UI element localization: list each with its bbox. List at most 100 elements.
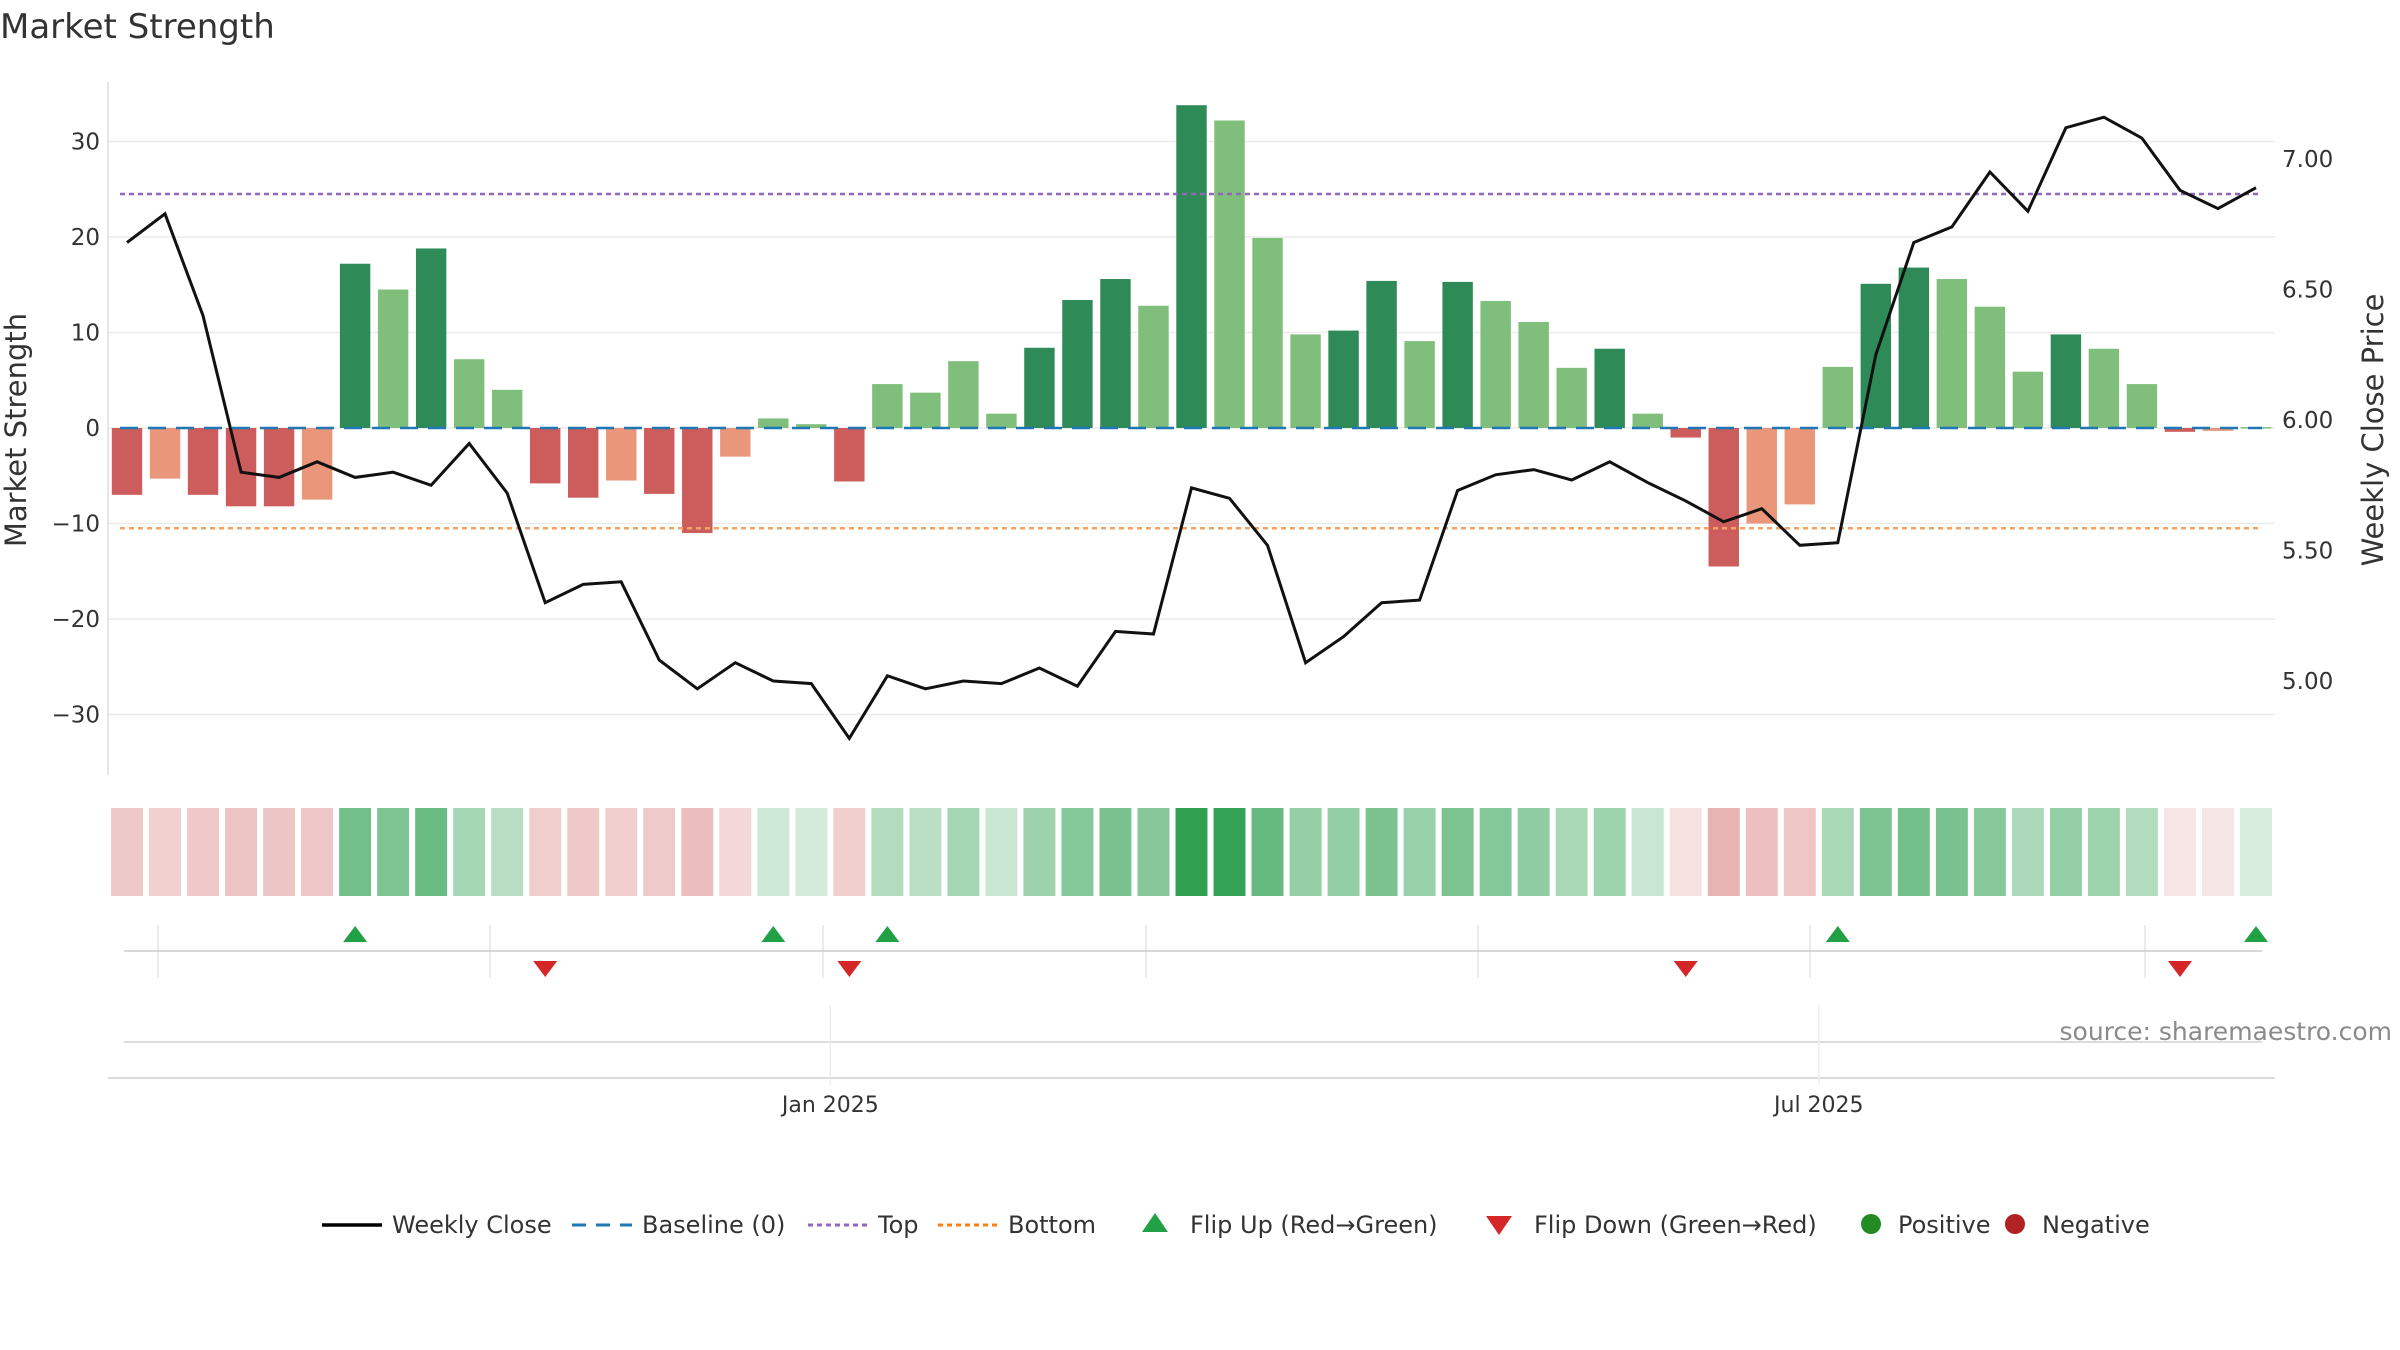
strength-bar [111, 428, 143, 495]
strength-bar [1252, 237, 1283, 428]
date-tick-label: Jan 2025 [780, 1093, 879, 1118]
legend-label: Negative [2042, 1211, 2150, 1239]
weekly-close-line [126, 115, 2257, 742]
flip-up-marker [1825, 926, 1850, 942]
flip-down-marker [2167, 961, 2192, 977]
heat-cell [1403, 808, 1436, 896]
heat-cell [567, 808, 600, 896]
heat-cell [453, 808, 486, 896]
strength-bar [2088, 348, 2120, 428]
strength-bars [111, 105, 2272, 567]
heat-cell [1707, 808, 1740, 896]
legend-swatch [1861, 1214, 1881, 1234]
strength-bar [1974, 306, 2006, 428]
strength-bar [263, 428, 295, 507]
heat-cell [339, 808, 372, 896]
heat-cell [2125, 808, 2158, 896]
heat-cell [377, 808, 410, 896]
strength-bar [2050, 334, 2082, 428]
heat-cell [1061, 808, 1094, 896]
y2-tick-label: 6.50 [2282, 278, 2333, 304]
strength-bar [415, 248, 447, 428]
legend-label: Flip Down (Green→Red) [1534, 1211, 1817, 1239]
strength-bar [1404, 341, 1435, 428]
heat-cell [2011, 808, 2044, 896]
heat-cell [529, 808, 562, 896]
strength-bar [758, 418, 789, 428]
date-tick-label: Jul 2025 [1772, 1093, 1864, 1118]
flip-down-marker [1673, 961, 1698, 977]
heat-cell [149, 808, 181, 896]
y-tick-label: −30 [51, 703, 100, 729]
left-axis-ticks: 30 20 10 0 −10 −20 −30 [51, 130, 100, 729]
strength-bar [568, 428, 599, 498]
strength-bar [910, 392, 941, 428]
strength-bar [606, 428, 637, 481]
y-tick-label: 0 [85, 416, 100, 442]
heat-cell [1517, 808, 1550, 896]
y2-tick-label: 7.00 [2282, 147, 2333, 173]
strength-bar [834, 428, 865, 482]
source-note: source: sharemaestro.com [2060, 1017, 2393, 1046]
heat-cell [2087, 808, 2120, 896]
flip-up-marker [2243, 926, 2268, 942]
heat-cell [871, 808, 904, 896]
heat-cell [1631, 808, 1664, 896]
heat-cell [681, 808, 714, 896]
heat-cell [2163, 808, 2196, 896]
heat-cell [1859, 808, 1892, 896]
heat-cell [719, 808, 752, 896]
date-axis: Jan 2025 Jul 2025 [108, 1005, 2275, 1118]
strength-bar [1594, 348, 1625, 428]
strength-bar [1100, 279, 1131, 428]
y-tick-label: −20 [51, 607, 100, 633]
heat-cell [1783, 808, 1816, 896]
strength-bar [1366, 280, 1397, 428]
strength-bar [2126, 384, 2158, 428]
strength-heat-strip [111, 808, 2272, 896]
strength-bar [2164, 428, 2196, 432]
heat-cell [1593, 808, 1626, 896]
legend-swatch [1142, 1213, 1168, 1232]
heat-cell [1821, 808, 1854, 896]
strength-bar [1784, 428, 1815, 505]
strength-bar [2202, 428, 2234, 431]
strength-bar [187, 428, 219, 495]
strength-bar [491, 389, 523, 428]
heat-cell [2202, 808, 2234, 896]
heat-cell [605, 808, 638, 896]
heat-cell [1935, 808, 1968, 896]
strength-bar [529, 428, 561, 484]
flip-down-marker [837, 961, 862, 977]
strength-bar [1480, 300, 1511, 428]
y2-tick-label: 5.50 [2282, 539, 2333, 565]
y-tick-label: −10 [51, 512, 100, 538]
strength-bar [1442, 281, 1473, 428]
heat-cell [1555, 808, 1588, 896]
heat-cell [1669, 808, 1702, 896]
flip-up-marker [761, 926, 786, 942]
heat-cell [415, 808, 448, 896]
heat-cell [643, 808, 676, 896]
strength-bar [2012, 371, 2044, 428]
legend-label: Positive [1898, 1211, 1991, 1239]
heat-cell [1251, 808, 1284, 896]
strength-bar [1708, 428, 1739, 567]
flip-down-marker [533, 961, 558, 977]
heat-cell [1441, 808, 1474, 896]
strength-bar [1632, 413, 1663, 428]
heat-cell [1289, 808, 1322, 896]
heat-cell [985, 808, 1018, 896]
strength-bar [1936, 279, 1968, 428]
y-tick-label: 20 [71, 225, 100, 251]
heat-cell [263, 808, 296, 896]
strength-bar [1670, 428, 1701, 438]
right-axis-ticks: 7.00 6.50 6.00 5.50 5.00 [2282, 147, 2333, 695]
strength-bar [1290, 334, 1321, 428]
heat-cell [1137, 808, 1170, 896]
strength-bar [872, 384, 903, 428]
heat-cell [301, 808, 334, 896]
heat-cell [491, 808, 524, 896]
heat-cell [1897, 808, 1930, 896]
legend-label: Top [877, 1211, 919, 1239]
